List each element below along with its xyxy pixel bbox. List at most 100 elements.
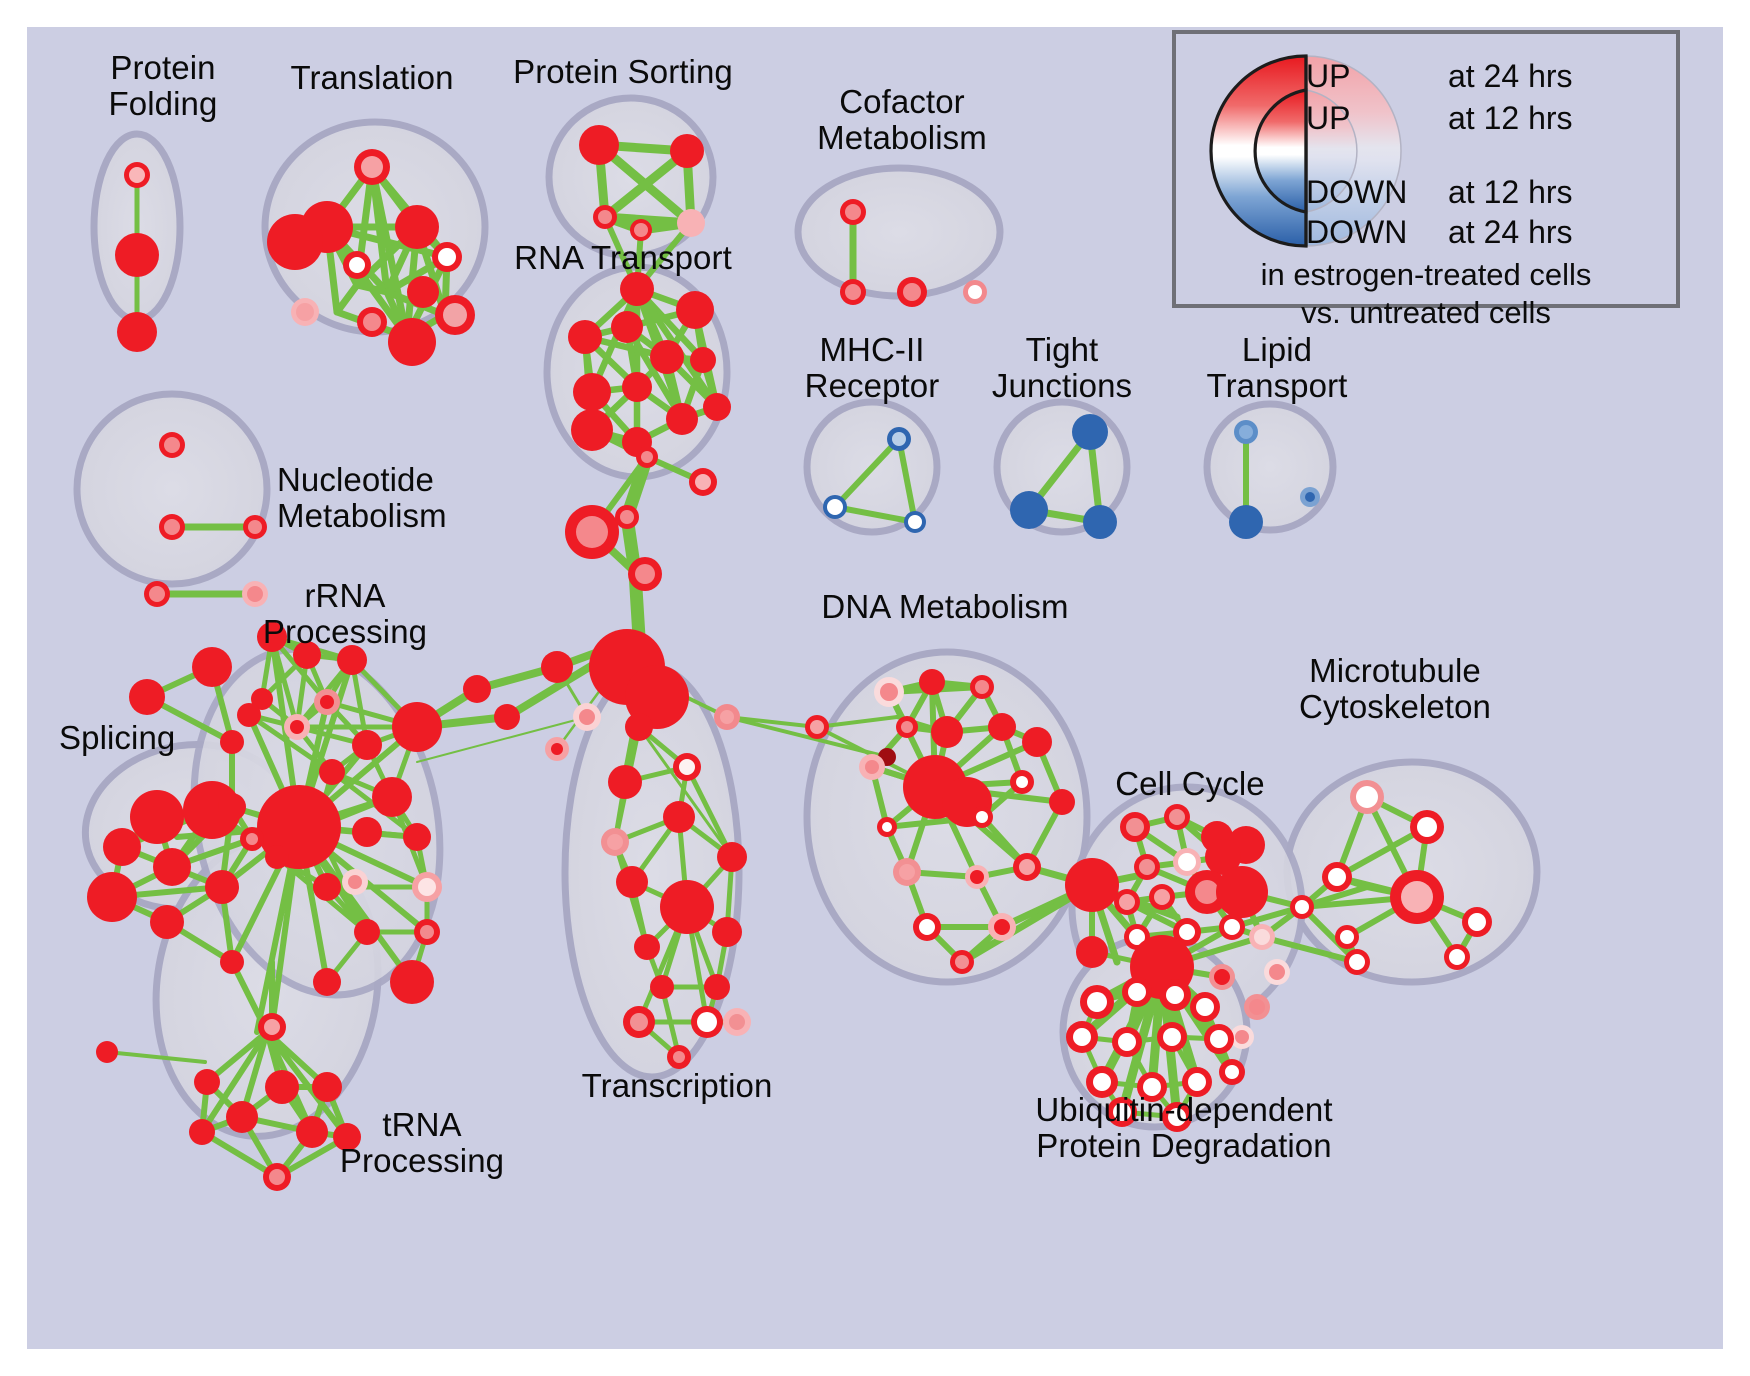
node[interactable] — [690, 347, 716, 373]
node[interactable] — [1137, 1072, 1167, 1102]
node[interactable] — [333, 1123, 361, 1151]
node[interactable] — [129, 679, 165, 715]
node[interactable] — [251, 688, 273, 710]
node[interactable] — [1134, 854, 1160, 880]
node[interactable] — [593, 205, 617, 229]
node[interactable] — [660, 880, 714, 934]
node[interactable] — [1083, 505, 1117, 539]
node[interactable] — [703, 393, 731, 421]
node[interactable] — [988, 913, 1016, 941]
node[interactable] — [189, 1119, 215, 1145]
node[interactable] — [1107, 1097, 1137, 1127]
node[interactable] — [313, 873, 341, 901]
node[interactable] — [1444, 944, 1470, 970]
node[interactable] — [319, 759, 345, 785]
node[interactable] — [205, 870, 239, 904]
node[interactable] — [931, 716, 963, 748]
node[interactable] — [971, 806, 993, 828]
node[interactable] — [988, 713, 1016, 741]
node[interactable] — [913, 913, 941, 941]
node[interactable] — [432, 242, 462, 272]
node[interactable] — [650, 975, 674, 999]
node[interactable] — [689, 468, 717, 496]
node[interactable] — [1164, 804, 1190, 830]
node[interactable] — [1322, 862, 1352, 892]
node[interactable] — [579, 125, 619, 165]
node[interactable] — [150, 905, 184, 939]
node[interactable] — [1080, 985, 1114, 1019]
node[interactable] — [634, 934, 660, 960]
node[interactable] — [296, 1116, 328, 1148]
node[interactable] — [1076, 936, 1108, 968]
node[interactable] — [1157, 1022, 1187, 1052]
node[interactable] — [352, 730, 382, 760]
node[interactable] — [877, 817, 897, 837]
node[interactable] — [615, 505, 639, 529]
node[interactable] — [192, 647, 232, 687]
node[interactable] — [630, 219, 652, 241]
node[interactable] — [1162, 1102, 1192, 1132]
node[interactable] — [220, 950, 244, 974]
node[interactable] — [1216, 866, 1268, 918]
node[interactable] — [494, 704, 520, 730]
node[interactable] — [1173, 848, 1201, 876]
node[interactable] — [237, 703, 261, 727]
node[interactable] — [159, 514, 185, 540]
node[interactable] — [1112, 1027, 1142, 1057]
node[interactable] — [243, 515, 267, 539]
node[interactable] — [1182, 1067, 1212, 1097]
node[interactable] — [676, 291, 714, 329]
node[interactable] — [1066, 1021, 1098, 1053]
node[interactable] — [242, 581, 268, 607]
node[interactable] — [677, 209, 705, 237]
node[interactable] — [265, 1070, 299, 1104]
node[interactable] — [1205, 839, 1241, 875]
node[interactable] — [723, 1008, 751, 1036]
node[interactable] — [840, 199, 866, 225]
node[interactable] — [117, 312, 157, 352]
node[interactable] — [887, 427, 911, 451]
node[interactable] — [354, 149, 390, 185]
node[interactable] — [1462, 907, 1492, 937]
node[interactable] — [395, 205, 439, 249]
node[interactable] — [620, 272, 654, 306]
node[interactable] — [372, 777, 412, 817]
node[interactable] — [263, 1163, 291, 1191]
node[interactable] — [115, 233, 159, 277]
node[interactable] — [267, 214, 323, 270]
node[interactable] — [1185, 870, 1229, 914]
node[interactable] — [1159, 979, 1191, 1011]
node[interactable] — [392, 702, 442, 752]
node[interactable] — [1013, 853, 1041, 881]
node[interactable] — [103, 828, 141, 866]
node[interactable] — [666, 403, 698, 435]
node[interactable] — [663, 801, 695, 833]
node[interactable] — [565, 505, 619, 559]
node[interactable] — [616, 866, 648, 898]
node[interactable] — [622, 372, 652, 402]
node[interactable] — [571, 409, 613, 451]
node[interactable] — [96, 1041, 118, 1063]
node[interactable] — [1249, 924, 1275, 950]
node[interactable] — [608, 765, 642, 799]
node[interactable] — [220, 730, 244, 754]
node[interactable] — [904, 511, 926, 533]
node[interactable] — [628, 557, 662, 591]
node[interactable] — [1190, 992, 1220, 1022]
node[interactable] — [1229, 505, 1263, 539]
node[interactable] — [1234, 420, 1258, 444]
node[interactable] — [218, 793, 246, 821]
node[interactable] — [1219, 914, 1245, 940]
node[interactable] — [130, 790, 184, 844]
node[interactable] — [650, 340, 684, 374]
node[interactable] — [1114, 889, 1140, 915]
node[interactable] — [623, 1006, 655, 1038]
node[interactable] — [153, 848, 191, 886]
node[interactable] — [963, 280, 987, 304]
node[interactable] — [144, 581, 170, 607]
node[interactable] — [463, 675, 491, 703]
node[interactable] — [611, 311, 643, 343]
node[interactable] — [342, 869, 368, 895]
node[interactable] — [1264, 959, 1290, 985]
node[interactable] — [357, 307, 387, 337]
